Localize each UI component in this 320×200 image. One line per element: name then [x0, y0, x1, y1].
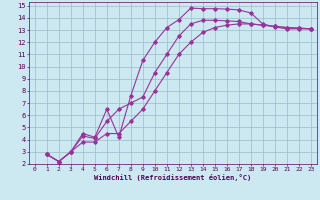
X-axis label: Windchill (Refroidissement éolien,°C): Windchill (Refroidissement éolien,°C) [94, 174, 252, 181]
